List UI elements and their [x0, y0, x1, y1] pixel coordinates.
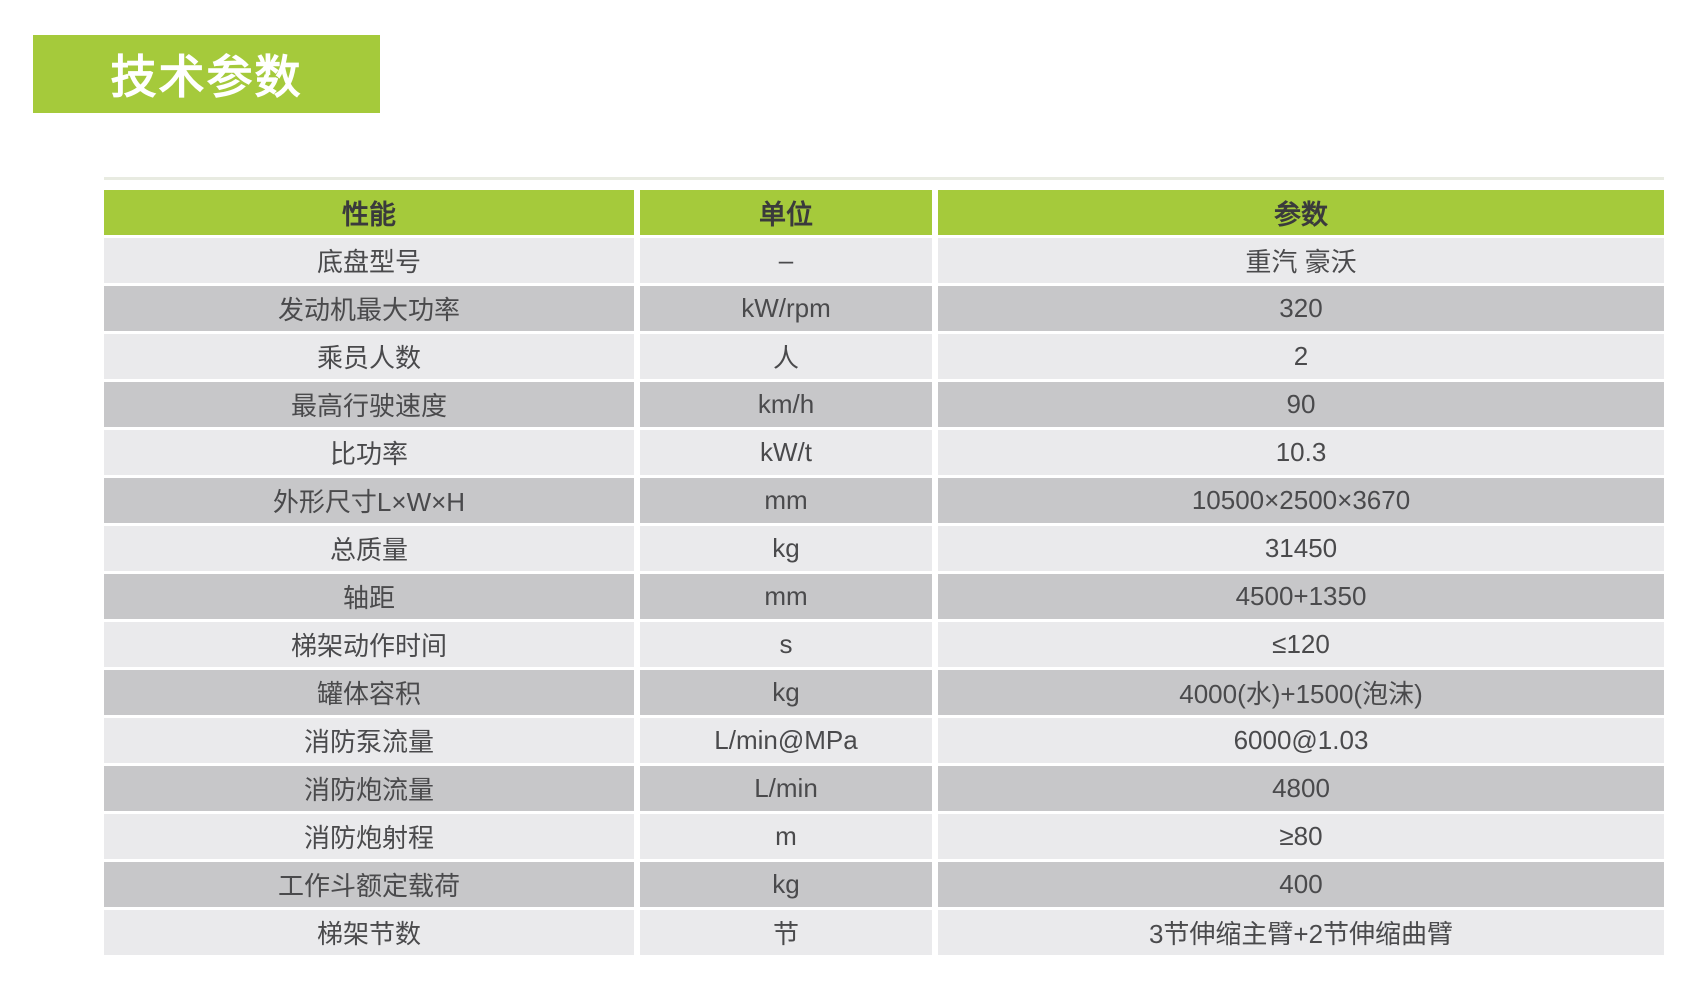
cell-unit-row-15: 节	[640, 910, 932, 955]
cell-feature-row-8: 轴距	[104, 574, 634, 619]
cell-unit-row-1: –	[640, 238, 932, 283]
spec-table: 性能 单位 参数 底盘型号 – 重汽 豪沃发动机最大功率 kW/rpm 320 乘员人数人…	[104, 190, 1664, 955]
table-top-border	[104, 177, 1664, 180]
cell-unit-row-11: L/min@MPa	[640, 718, 932, 763]
column-header-feature: 性能	[104, 190, 634, 235]
cell-value-row-13: ≥80	[938, 814, 1664, 859]
cell-unit-row-3: 人	[640, 334, 932, 379]
cell-value-row-14: 400	[938, 862, 1664, 907]
cell-feature-row-1: 底盘型号	[104, 238, 634, 283]
cell-unit-row-12: L/min	[640, 766, 932, 811]
column-header-unit: 单位	[640, 190, 932, 235]
cell-value-row-10: 4000(水)+1500(泡沫)	[938, 670, 1664, 715]
cell-feature-row-9: 梯架动作时间	[104, 622, 634, 667]
cell-feature-row-12: 消防炮流量	[104, 766, 634, 811]
cell-feature-row-5: 比功率	[104, 430, 634, 475]
cell-value-row-8: 4500+1350	[938, 574, 1664, 619]
cell-value-row-5: 10.3	[938, 430, 1664, 475]
cell-unit-row-5: kW/t	[640, 430, 932, 475]
cell-value-row-2: 320	[938, 286, 1664, 331]
cell-feature-row-14: 工作斗额定载荷	[104, 862, 634, 907]
cell-unit-row-2: kW/rpm	[640, 286, 932, 331]
cell-value-row-3: 2	[938, 334, 1664, 379]
cell-unit-row-8: mm	[640, 574, 932, 619]
cell-feature-row-4: 最高行驶速度	[104, 382, 634, 427]
cell-feature-row-3: 乘员人数	[104, 334, 634, 379]
cell-feature-row-11: 消防泵流量	[104, 718, 634, 763]
cell-unit-row-14: kg	[640, 862, 932, 907]
cell-feature-row-6: 外形尺寸L×W×H	[104, 478, 634, 523]
cell-value-row-6: 10500×2500×3670	[938, 478, 1664, 523]
cell-unit-row-6: mm	[640, 478, 932, 523]
cell-value-row-7: 31450	[938, 526, 1664, 571]
cell-feature-row-13: 消防炮射程	[104, 814, 634, 859]
cell-value-row-15: 3节伸缩主臂+2节伸缩曲臂	[938, 910, 1664, 955]
cell-value-row-9: ≤120	[938, 622, 1664, 667]
cell-value-row-4: 90	[938, 382, 1664, 427]
cell-unit-row-10: kg	[640, 670, 932, 715]
cell-unit-row-7: kg	[640, 526, 932, 571]
cell-value-row-1: 重汽 豪沃	[938, 238, 1664, 283]
cell-value-row-11: 6000@1.03	[938, 718, 1664, 763]
section-title: 技术参数	[110, 51, 303, 103]
cell-unit-row-4: km/h	[640, 382, 932, 427]
cell-feature-row-2: 发动机最大功率	[104, 286, 634, 331]
section-title-block: 技术参数	[33, 35, 380, 113]
cell-value-row-12: 4800	[938, 766, 1664, 811]
cell-unit-row-9: s	[640, 622, 932, 667]
cell-feature-row-7: 总质量	[104, 526, 634, 571]
cell-unit-row-13: m	[640, 814, 932, 859]
cell-feature-row-10: 罐体容积	[104, 670, 634, 715]
cell-feature-row-15: 梯架节数	[104, 910, 634, 955]
column-header-value: 参数	[938, 190, 1664, 235]
